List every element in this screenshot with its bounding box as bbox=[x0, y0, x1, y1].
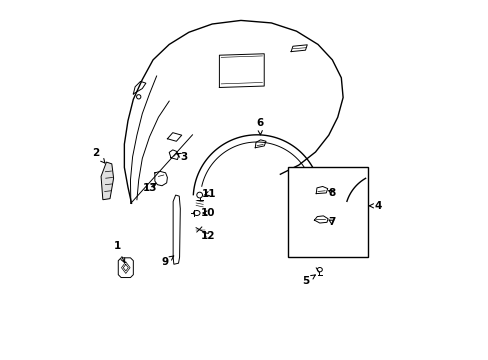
Text: 11: 11 bbox=[201, 189, 215, 199]
Text: 9: 9 bbox=[161, 256, 173, 267]
Text: 4: 4 bbox=[368, 201, 381, 211]
Text: 1: 1 bbox=[113, 241, 124, 262]
Text: 8: 8 bbox=[328, 188, 335, 198]
Text: 2: 2 bbox=[92, 148, 105, 163]
Text: 10: 10 bbox=[200, 208, 215, 218]
Text: 13: 13 bbox=[142, 183, 157, 193]
Text: 3: 3 bbox=[176, 152, 187, 162]
Text: 6: 6 bbox=[256, 118, 263, 135]
Text: 7: 7 bbox=[328, 217, 335, 227]
Text: 5: 5 bbox=[302, 275, 315, 286]
Polygon shape bbox=[101, 162, 113, 200]
Text: 12: 12 bbox=[200, 231, 215, 240]
Bar bbox=[287, 167, 367, 257]
